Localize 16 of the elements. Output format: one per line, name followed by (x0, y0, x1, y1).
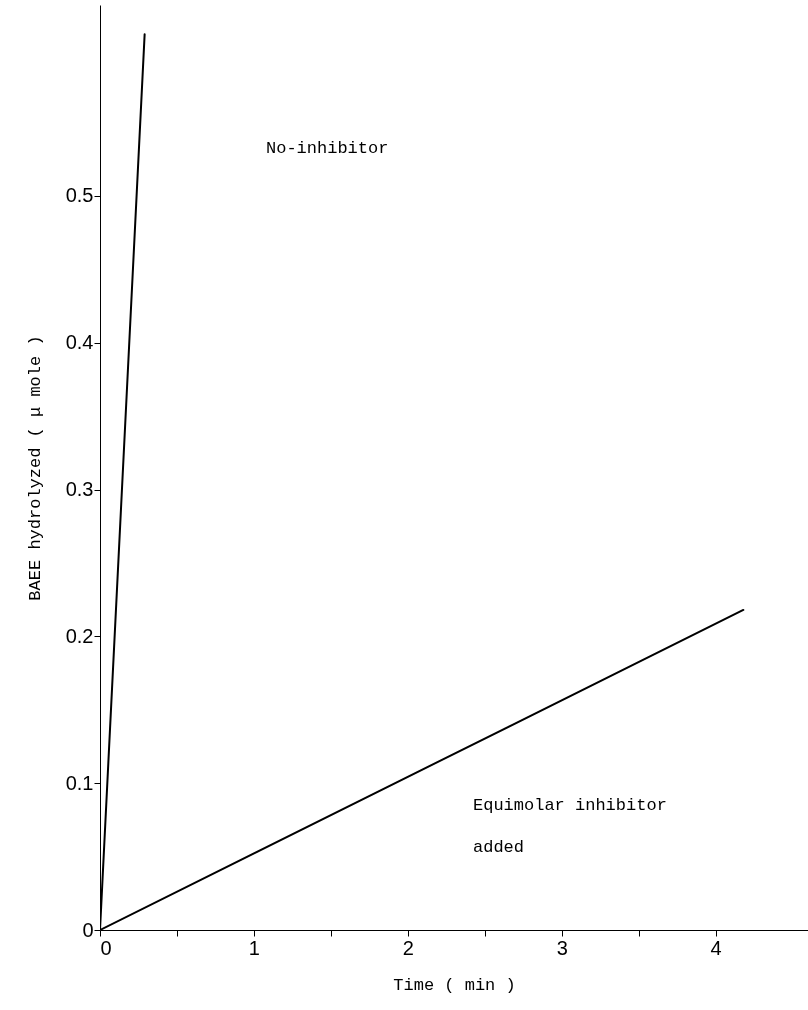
x-axis-title: Time ( min ) (393, 975, 516, 995)
annotation: Equimolar inhibitor (473, 796, 667, 815)
annotation: added (473, 838, 525, 857)
y-tick-label: 0.1 (65, 771, 94, 794)
y-tick-label: 0.2 (65, 624, 94, 647)
y-tick-label: 0.4 (65, 331, 94, 354)
y-tick-label: 0.3 (65, 478, 94, 501)
y-tick-label: 0.5 (65, 184, 94, 207)
y-tick-label: 0 (82, 918, 94, 941)
x-tick-label: 3 (556, 936, 568, 959)
annotation: No-inhibitor (266, 139, 389, 158)
x-tick-label: 0 (100, 936, 112, 959)
x-tick-label: 4 (710, 936, 722, 959)
x-tick-label: 2 (402, 936, 414, 959)
y-axis-title: BAEE hydrolyzed ( μ mole ) (25, 335, 45, 601)
x-tick-label: 1 (248, 936, 260, 959)
